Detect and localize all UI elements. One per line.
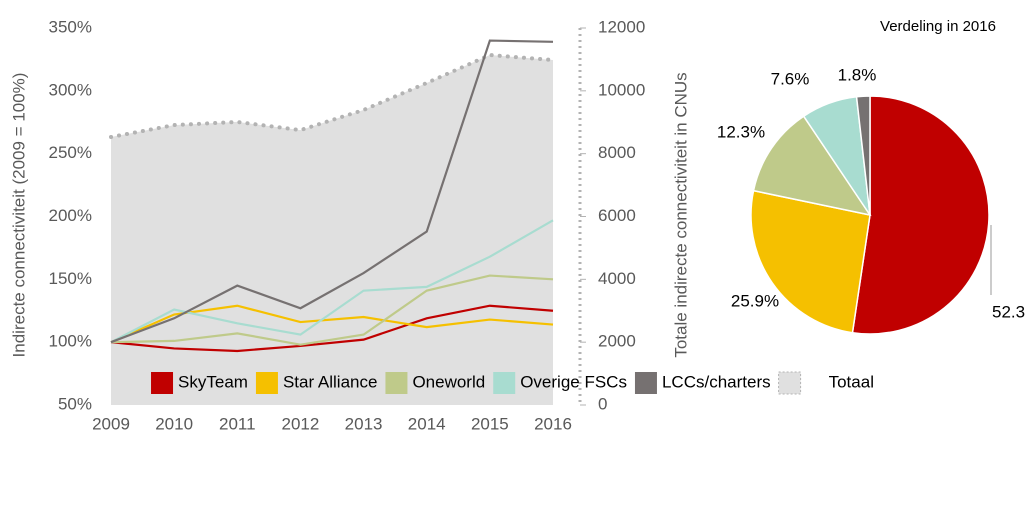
x-tick-label: 2015	[471, 414, 509, 433]
pie-slice	[750, 189, 871, 334]
legend-swatch	[255, 372, 278, 394]
y-tick-label: 250%	[49, 143, 92, 162]
y2-tick-label: 6000	[598, 206, 636, 225]
area-outline	[109, 52, 555, 140]
y2-tick-label: 4000	[598, 269, 636, 288]
pie-slice	[855, 95, 871, 216]
pie-label: 7.6%	[771, 69, 810, 88]
y2-tick-label: 8000	[598, 143, 636, 162]
y-axis-label: Indirecte connectiviteit (2009 = 100%)	[9, 73, 28, 358]
y2-tick-label: 10000	[598, 80, 645, 99]
legend-label: LCCs/charters	[662, 372, 771, 391]
line	[110, 274, 554, 346]
pie-slice	[851, 95, 990, 335]
y-tick-label: 300%	[49, 80, 92, 99]
y-tick-label: 50%	[58, 394, 92, 413]
y2-tick-label: 12000	[598, 17, 645, 36]
pie-label: 12.3%	[717, 122, 765, 141]
y2-axis-label: Totale indirecte connectiviteit in CNUs	[671, 72, 690, 357]
legend-label: Oneworld	[412, 372, 485, 391]
legend-label: Star Alliance	[283, 372, 378, 391]
legend-swatch	[493, 372, 516, 394]
pie-label: 1.8%	[838, 65, 877, 84]
line	[110, 304, 554, 353]
legend-swatch	[385, 372, 408, 394]
x-tick-label: 2012	[282, 414, 320, 433]
x-tick-label: 2016	[534, 414, 572, 433]
pie-slice	[752, 115, 872, 217]
y-tick-label: 100%	[49, 332, 92, 351]
x-tick-label: 2009	[92, 414, 130, 433]
y2-tick-label: 2000	[598, 332, 636, 351]
y-tick-label: 350%	[49, 17, 92, 36]
plot	[109, 39, 555, 405]
pie-label: 25.9%	[731, 291, 779, 310]
area	[111, 55, 553, 405]
y2-tick-label: 0	[598, 394, 607, 413]
legend-label: Totaal	[829, 372, 874, 391]
legend-swatch	[151, 372, 174, 394]
pie-label: 52.3%	[992, 302, 1025, 321]
line	[110, 39, 554, 344]
x-tick-label: 2013	[345, 414, 383, 433]
legend: SkyTeam Star Alliance Oneworld Overige FSCs…	[151, 371, 874, 395]
legend-swatch	[634, 372, 657, 394]
x-tick-label: 2010	[155, 414, 193, 433]
y-tick-label: 150%	[49, 269, 92, 288]
pie-title: Verdeling in 2016	[880, 18, 996, 35]
legend-swatch	[778, 371, 802, 395]
legend-label: Overige FSCs	[520, 372, 627, 391]
legend-label: SkyTeam	[178, 372, 248, 391]
x-tick-label: 2014	[408, 414, 446, 433]
y-tick-label: 200%	[49, 206, 92, 225]
x-tick-label: 2011	[219, 414, 256, 433]
